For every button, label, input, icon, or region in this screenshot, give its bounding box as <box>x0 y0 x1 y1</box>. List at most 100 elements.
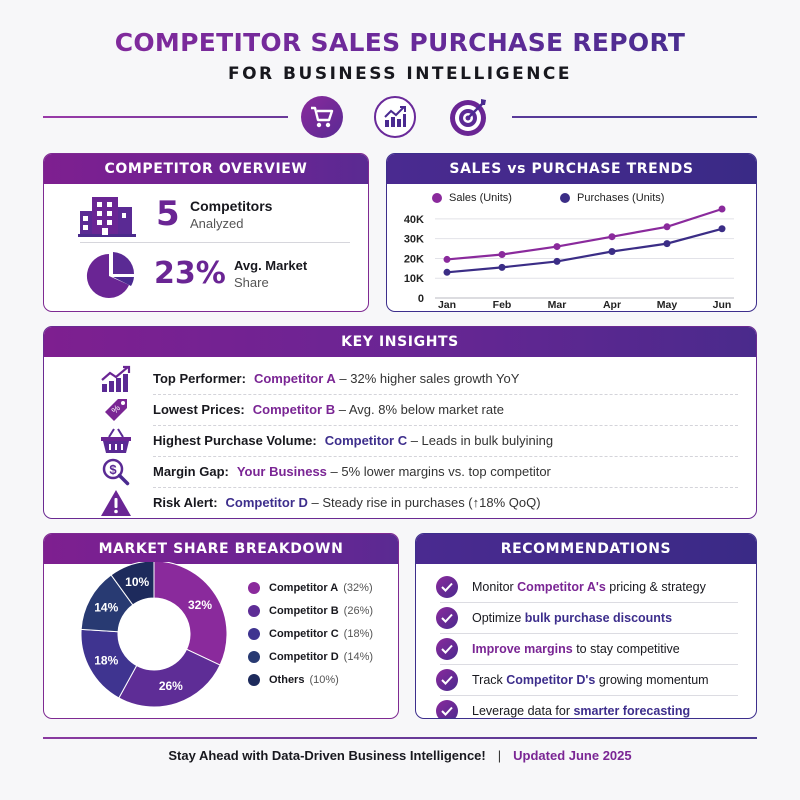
check-icon <box>436 637 458 660</box>
key-insights-panel: KEY INSIGHTS Top Performer: Competitor A … <box>43 326 757 519</box>
target-icon <box>448 96 490 138</box>
insight-detail: – 32% higher sales growth YoY <box>335 371 520 386</box>
footer: Stay Ahead with Data-Driven Business Int… <box>0 748 800 763</box>
report-title: COMPETITOR SALES PURCHASE REPORT <box>0 28 800 57</box>
recommendation-divider <box>440 695 738 696</box>
svg-text:10%: 10% <box>125 575 149 589</box>
sales-purchase-trends-panel: SALES vs PURCHASE TRENDS Sales (Units) P… <box>386 153 757 312</box>
recommendation-divider <box>440 633 738 634</box>
panel-header: COMPETITOR OVERVIEW <box>44 154 368 184</box>
insight-key: Top Performer: <box>153 371 246 386</box>
report-subtitle: FOR BUSINESS INTELLIGENCE <box>227 64 573 84</box>
growth-chart-icon <box>374 96 416 138</box>
insight-detail: – Leads in bulk bulyining <box>407 433 554 448</box>
donut-chart: 32% 26% 18% 14% 10% <box>80 562 228 708</box>
warning-icon <box>99 488 133 518</box>
avg-share-label: Avg. Market Share <box>234 258 308 290</box>
avg-share-value: 23% <box>154 256 226 291</box>
insight-key: Risk Alert: <box>153 495 218 510</box>
legend-item: Others (10%) <box>243 674 339 686</box>
insight-divider <box>153 425 738 426</box>
legend-dot-icon <box>248 651 260 663</box>
check-icon <box>436 699 458 718</box>
insight-row: % Lowest Prices: Competitor B – Avg. 8% be… <box>44 394 756 425</box>
check-icon <box>436 606 458 629</box>
svg-text:20K: 20K <box>404 253 424 265</box>
recommendation-item: Improve margins to stay competitive <box>416 633 756 664</box>
sales-dot-icon <box>432 193 442 203</box>
svg-text:30K: 30K <box>404 234 424 246</box>
panel-header: SALES vs PURCHASE TRENDS <box>387 154 756 184</box>
check-icon <box>436 668 458 691</box>
market-share-panel: MARKET SHARE BREAKDOWN 32% 26% 18% 14% 10% C… <box>43 533 399 719</box>
legend-sales: Sales (Units) <box>432 192 512 204</box>
legend-dot-icon <box>248 628 260 640</box>
svg-text:Apr: Apr <box>603 299 621 310</box>
svg-text:14%: 14% <box>94 601 118 615</box>
insight-divider <box>153 456 738 457</box>
recommendation-divider <box>440 664 738 665</box>
price-tag-icon: % <box>99 395 133 425</box>
footer-separator: | <box>497 748 502 763</box>
competitors-label: Competitors Analyzed <box>190 198 273 231</box>
shopping-cart-icon <box>301 96 343 138</box>
overview-divider <box>80 242 350 243</box>
recommendation-divider <box>440 602 738 603</box>
panel-header: MARKET SHARE BREAKDOWN <box>44 534 398 564</box>
legend-item: Competitor A (32%) <box>243 582 373 594</box>
check-icon <box>436 575 458 598</box>
svg-text:Jun: Jun <box>713 299 732 310</box>
competitors-count: 5 <box>156 194 180 234</box>
insight-detail: – Avg. 8% below market rate <box>335 402 504 417</box>
svg-text:0: 0 <box>418 293 424 305</box>
purchases-dot-icon <box>560 193 570 203</box>
recommendation-item: Optimize bulk purchase discounts <box>416 602 756 633</box>
insight-detail: – 5% lower margins vs. top competitor <box>326 464 551 479</box>
insight-divider <box>153 394 738 395</box>
insight-row: Top Performer: Competitor A – 32% higher … <box>44 363 756 394</box>
footer-tagline: Stay Ahead with Data-Driven Business Int… <box>168 748 486 763</box>
svg-text:40K: 40K <box>404 214 424 226</box>
legend-item: Competitor C (18%) <box>243 628 373 640</box>
insight-key: Lowest Prices: <box>153 402 245 417</box>
insight-detail: – Steady rise in purchases (↑18% QoQ) <box>307 495 541 510</box>
legend-dot-icon <box>248 605 260 617</box>
recommendation-item: Track Competitor D's growing momentum <box>416 664 756 695</box>
recommendations-panel: RECOMMENDATIONS Monitor Competitor A's p… <box>415 533 757 719</box>
legend-purchases: Purchases (Units) <box>560 192 664 204</box>
dollar-search-icon: $ <box>99 457 133 487</box>
stat-competitors: 5 Competitors Analyzed <box>44 192 368 240</box>
svg-text:10K: 10K <box>404 273 424 285</box>
svg-text:May: May <box>657 299 678 310</box>
insight-entity: Your Business <box>236 464 327 479</box>
updated-date: Updated June 2025 <box>513 748 632 763</box>
line-chart: 0 10K 20K 30K 40K Jan Feb Mar Apr May Jun <box>404 205 734 310</box>
svg-text:18%: 18% <box>94 653 118 667</box>
header-divider-left <box>43 116 288 118</box>
insight-row: Highest Purchase Volume: Competitor C – L… <box>44 425 756 456</box>
header-divider-right <box>512 116 757 118</box>
svg-text:Mar: Mar <box>548 299 567 310</box>
insight-row: Risk Alert: Competitor D – Steady rise in… <box>44 487 756 518</box>
insight-row: $ Margin Gap: Your Business – 5% lower mar… <box>44 456 756 487</box>
panel-header: RECOMMENDATIONS <box>416 534 756 564</box>
pie-chart-icon <box>86 250 136 305</box>
legend-dot-icon <box>248 674 260 686</box>
legend-item: Competitor D (14%) <box>243 651 373 663</box>
stat-market-share: 23% Avg. Market Share <box>44 250 368 302</box>
competitor-overview-panel: COMPETITOR OVERVIEW 5 Competitors Analyze… <box>43 153 369 312</box>
svg-text:32%: 32% <box>188 598 212 612</box>
footer-divider <box>43 737 757 739</box>
insight-entity: Competitor C <box>324 433 408 448</box>
recommendation-item: Monitor Competitor A's pricing & strateg… <box>416 571 756 602</box>
svg-text:Feb: Feb <box>493 299 512 310</box>
insight-divider <box>153 487 738 488</box>
insight-entity: Competitor D <box>225 495 308 510</box>
growth-chart-icon <box>99 364 133 394</box>
svg-text:26%: 26% <box>159 679 183 693</box>
svg-text:Jan: Jan <box>438 299 456 310</box>
insight-key: Margin Gap: <box>153 464 229 479</box>
recommendation-item: Leverage data for smarter forecasting <box>416 695 756 718</box>
legend-dot-icon <box>248 582 260 594</box>
building-icon <box>78 195 136 242</box>
